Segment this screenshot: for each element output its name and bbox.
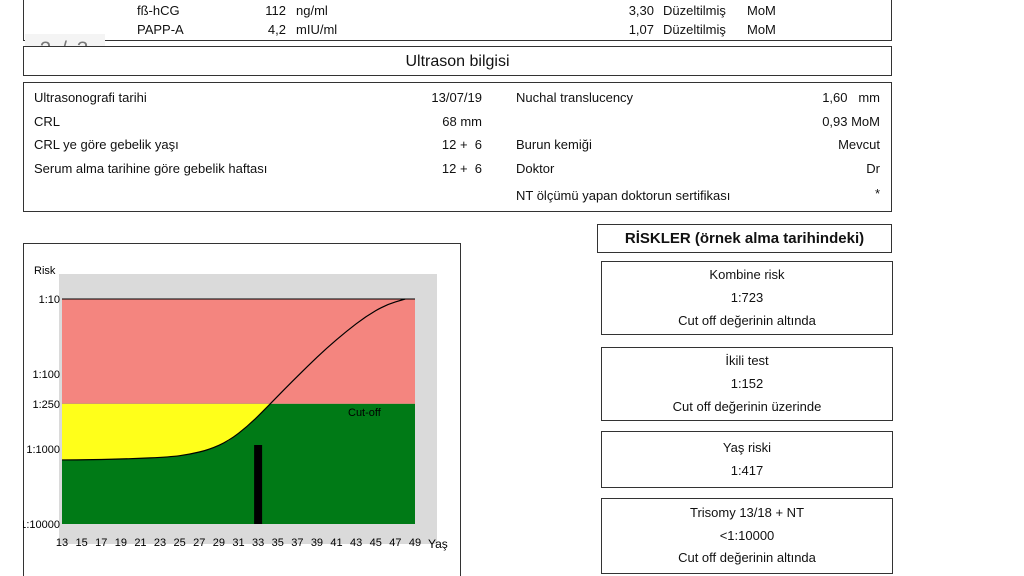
- us-value: 68 mm: [442, 114, 482, 129]
- medium-risk-region: [62, 403, 271, 460]
- patient-age-marker: [254, 445, 263, 524]
- y-tick-label: 1:10: [39, 294, 60, 306]
- x-tick-label: 33: [252, 537, 264, 549]
- ultrasound-title: Ultrason bilgisi: [405, 53, 510, 70]
- hormone-mom: MoM: [747, 22, 776, 37]
- hormone-unit: mIU/ml: [296, 22, 338, 37]
- risk-note: Cut off değerinin üzerinde: [672, 399, 822, 414]
- us-value: 1,60 mm: [822, 90, 880, 105]
- x-tick-label: 15: [75, 537, 87, 549]
- y-tick-label: 1:1000: [26, 444, 60, 456]
- risk-box-double-test: İkili test 1:152 Cut off değerinin üzeri…: [601, 347, 893, 421]
- us-value: 13/07/19: [431, 90, 482, 105]
- risk-title: İkili test: [725, 353, 769, 368]
- hormone-corrected: Düzeltilmiş: [663, 3, 726, 18]
- hormone-box: [23, 0, 892, 41]
- us-value: Dr: [866, 161, 880, 176]
- x-tick-label: 23: [154, 537, 166, 549]
- us-label: Serum alma tarihine göre gebelik haftası: [34, 161, 268, 176]
- x-tick-label: 45: [370, 537, 382, 549]
- risk-title: Yaş riski: [722, 440, 772, 455]
- risks-header-box: RİSKLER (örnek alma tarihindeki): [597, 224, 892, 253]
- x-tick-label: 29: [213, 537, 225, 549]
- x-tick-label: 31: [232, 537, 244, 549]
- hormone-mom-value: 3,30: [628, 3, 654, 18]
- us-value: 0,93 MoM: [822, 114, 880, 129]
- risk-box-trisomy: Trisomy 13/18 + NT <1:10000 Cut off değe…: [601, 498, 893, 574]
- us-label: Burun kemiği: [516, 137, 592, 152]
- hormone-unit: ng/ml: [296, 3, 328, 18]
- x-tick-label: 39: [311, 537, 323, 549]
- hormone-value: 4,2: [267, 22, 286, 37]
- risk-value: 1:417: [730, 463, 764, 478]
- y-tick-label: 1:100: [32, 369, 60, 381]
- x-tick-label: 25: [174, 537, 186, 549]
- us-label: CRL: [34, 114, 61, 129]
- y-tick-label: 1:250: [32, 399, 60, 411]
- x-tick-label: 27: [193, 537, 205, 549]
- x-tick-label: 21: [134, 537, 146, 549]
- x-tick-label: 41: [330, 537, 342, 549]
- ultrasound-title-box: Ultrason bilgisi: [23, 46, 892, 76]
- hormone-corrected: Düzeltilmiş: [663, 22, 726, 37]
- x-tick-label: 19: [115, 537, 127, 549]
- risk-value: 1:152: [730, 376, 764, 391]
- risk-chart: 1:10 1:100 1:250 1:1000 1:10000 13 15 17 19 21 23…: [23, 265, 448, 551]
- y-tick-label: 1:10000: [23, 519, 60, 531]
- ultrasound-info-box: [23, 82, 892, 212]
- us-value: 12 + 6: [441, 137, 482, 152]
- high-risk-region: [62, 299, 415, 404]
- x-tick-label: 35: [272, 537, 284, 549]
- us-label: NT ölçümü yapan doktorun sertifikası: [516, 188, 731, 203]
- x-tick-label: 37: [291, 537, 303, 549]
- x-axis-label: Yaş: [428, 537, 448, 551]
- us-value: *: [874, 186, 880, 201]
- hormone-mom-value: 1,07: [628, 22, 654, 37]
- risk-box-age: Yaş riski 1:417: [601, 431, 893, 488]
- hormone-value: 112: [265, 3, 286, 18]
- risk-value: 1:723: [730, 290, 764, 305]
- risk-title: Trisomy 13/18 + NT: [689, 505, 805, 520]
- hormone-mom: MoM: [747, 3, 776, 18]
- risk-value: <1:10000: [719, 528, 775, 543]
- hormone-name: fß-hCG: [137, 3, 180, 18]
- x-tick-label: 17: [95, 537, 107, 549]
- us-label: CRL ye göre gebelik yaşı: [34, 137, 179, 152]
- us-label: Doktor: [516, 161, 555, 176]
- x-tick-label: 13: [56, 537, 68, 549]
- us-label: Nuchal translucency: [516, 90, 634, 105]
- hormone-name: PAPP-A: [137, 22, 184, 37]
- risks-header: RİSKLER (örnek alma tarihindeki): [624, 230, 865, 247]
- x-tick-label: 49: [409, 537, 421, 549]
- us-value: Mevcut: [838, 137, 880, 152]
- us-label: Ultrasonografi tarihi: [34, 90, 147, 105]
- us-value: 12 + 6: [441, 161, 482, 176]
- x-tick-label: 43: [350, 537, 362, 549]
- risk-note: Cut off değerinin altında: [678, 550, 816, 565]
- risk-note: Cut off değerinin altında: [678, 313, 816, 328]
- cutoff-label: Cut-off: [348, 407, 382, 419]
- age-risk-curve: [61, 298, 406, 461]
- risk-title: Kombine risk: [709, 267, 785, 282]
- risk-box-combined: Kombine risk 1:723 Cut off değerinin alt…: [601, 261, 893, 335]
- x-tick-label: 47: [389, 537, 401, 549]
- y-axis-label: Risk: [34, 265, 56, 277]
